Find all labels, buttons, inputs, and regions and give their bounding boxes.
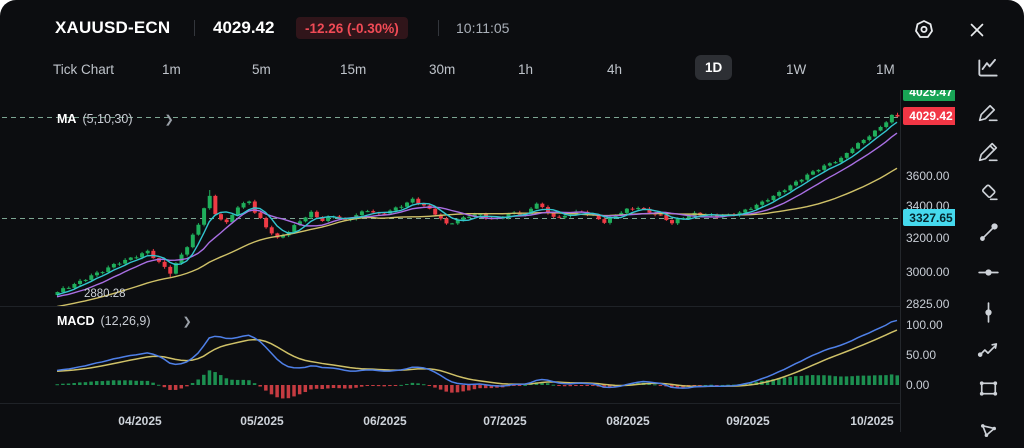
date-axis-label: 05/2025 (240, 414, 284, 428)
tab-1d-active[interactable]: 1D (695, 55, 733, 80)
draw-pencil-icon[interactable] (974, 138, 1002, 166)
macd-params: (12,26,9) (100, 314, 151, 328)
line-chart-icon[interactable] (974, 54, 1002, 82)
header-divider (438, 20, 439, 36)
ma-indicator-label: MA (5,10,30) ❯ (57, 112, 174, 126)
date-axis-label: 10/2025 (850, 414, 894, 428)
tab-1h[interactable]: 1h (518, 62, 534, 77)
level-price-badge: 3327.65 (903, 209, 955, 226)
tab-1m[interactable]: 1m (162, 62, 181, 77)
ma-params: (5,10,30) (82, 112, 133, 126)
price-axis-label: 2825.00 (906, 297, 950, 311)
series-low-label: 2880.28 (84, 288, 126, 300)
tab-15m[interactable]: 15m (340, 62, 367, 77)
trend-line-icon[interactable] (974, 218, 1002, 246)
macd-axis-label: 0.00 (906, 378, 930, 392)
last-price-badge: 4029.42 (903, 107, 955, 125)
tab-tick-chart[interactable]: Tick Chart (53, 62, 115, 77)
date-axis-label: 04/2025 (118, 414, 162, 428)
vertical-line-icon[interactable] (974, 298, 1002, 326)
last-price: 4029.42 (213, 18, 275, 37)
tab-4h[interactable]: 4h (607, 62, 623, 77)
chart-area: MA (5,10,30) ❯ 2880.28 MACD (12,26,9) ❯ … (0, 90, 955, 432)
horizontal-line-icon[interactable] (974, 258, 1002, 286)
settings-gear-icon[interactable] (911, 17, 937, 43)
draw-pen-icon[interactable] (974, 98, 1002, 126)
server-time: 10:11:05 (456, 20, 510, 36)
macd-indicator-label: MACD (12,26,9) ❯ (57, 314, 192, 328)
date-axis-label: 07/2025 (483, 414, 527, 428)
macd-axis-label: 100.00 (906, 318, 943, 332)
tab-1m-month[interactable]: 1M (876, 62, 895, 77)
price-change-badge: -12.26 (-0.30%) (296, 17, 408, 39)
rectangle-icon[interactable] (974, 374, 1002, 402)
macd-expand-chevron-icon[interactable]: ❯ (182, 315, 192, 328)
price-axis-label: 3600.00 (906, 169, 950, 183)
date-axis-label: 08/2025 (606, 414, 650, 428)
tab-30m[interactable]: 30m (429, 62, 456, 77)
close-icon[interactable] (964, 17, 990, 43)
eraser-icon[interactable] (974, 177, 1002, 205)
ma-name: MA (57, 112, 77, 126)
timeframe-tabs: Tick Chart 1m 5m 15m 30m 1h 4h 1D 1W 1M (0, 55, 955, 90)
wave-arrow-icon[interactable] (974, 336, 1002, 364)
tab-1w[interactable]: 1W (786, 62, 807, 77)
high-price-badge: 4029.47 (903, 90, 955, 101)
candlestick-chart-canvas[interactable] (0, 90, 955, 432)
axis-separator-line (900, 90, 901, 432)
header-divider (194, 20, 195, 36)
polygon-icon[interactable] (974, 415, 1002, 443)
price-axis-label: 3000.00 (906, 265, 950, 279)
price-axis-label: 3200.00 (906, 231, 950, 245)
date-axis-label: 06/2025 (363, 414, 407, 428)
macd-axis-label: 50.00 (906, 348, 937, 362)
ma-expand-chevron-icon[interactable]: ❯ (164, 113, 174, 126)
symbol-name: XAUUSD-ECN (55, 18, 171, 37)
date-axis-label: 09/2025 (726, 414, 770, 428)
tab-5m[interactable]: 5m (252, 62, 271, 77)
chart-header: XAUUSD-ECN 4029.42 -12.26 (-0.30%) 10:11… (0, 0, 1024, 56)
macd-name: MACD (57, 314, 95, 328)
